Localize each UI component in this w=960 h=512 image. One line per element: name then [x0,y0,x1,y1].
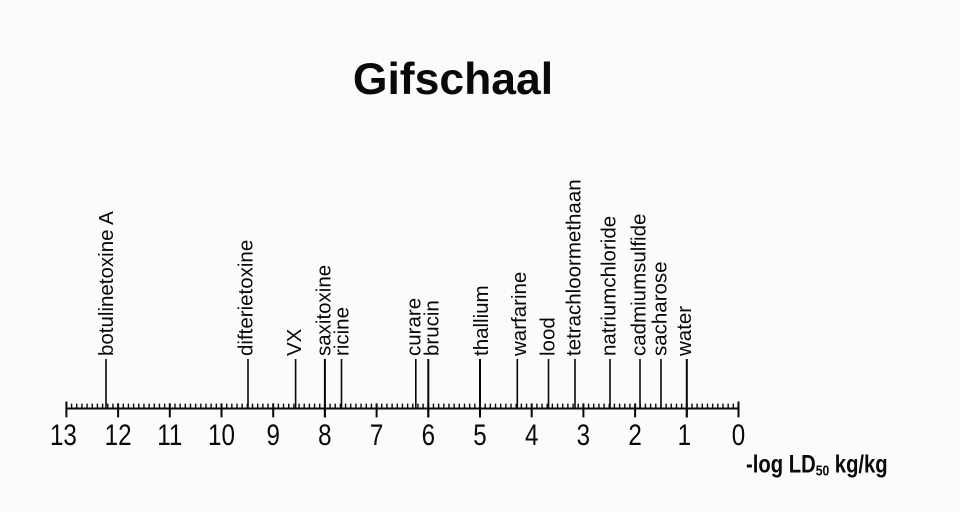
svg-text:Gifschaal: Gifschaal [353,55,553,104]
svg-text:6: 6 [422,419,435,452]
svg-text:12: 12 [105,419,132,452]
svg-text:water: water [673,306,696,357]
svg-text:ricine: ricine [331,307,354,356]
svg-text:thallium: thallium [470,285,493,356]
svg-text:natriumchloride: natriumchloride [598,216,621,356]
svg-text:curare: curare [402,298,425,356]
svg-text:2: 2 [628,419,641,452]
svg-text:4: 4 [525,419,538,452]
svg-text:7: 7 [370,419,383,452]
svg-text:lood: lood [537,317,560,356]
svg-text:8: 8 [318,419,331,452]
svg-text:0: 0 [732,419,745,452]
svg-text:13: 13 [50,419,77,452]
svg-text:5: 5 [473,419,486,452]
svg-text:tetrachloormethaan: tetrachloormethaan [563,179,586,356]
svg-text:VX: VX [283,328,306,356]
svg-text:saxitoxine: saxitoxine [312,265,335,356]
svg-text:9: 9 [266,419,279,452]
svg-text:botulinetoxine A: botulinetoxine A [95,211,118,356]
svg-text:1: 1 [678,419,691,452]
svg-text:difterietoxine: difterietoxine [235,240,258,356]
svg-text:sacharose: sacharose [649,261,672,356]
svg-text:11: 11 [157,419,182,452]
svg-text:cadmiumsulfide: cadmiumsulfide [628,214,651,356]
svg-text:10: 10 [208,419,235,452]
svg-text:3: 3 [577,419,590,452]
svg-text:brucin: brucin [420,300,443,356]
svg-text:-log LD50 kg/kg: -log LD50 kg/kg [746,449,888,479]
svg-text:warfarine: warfarine [508,272,531,357]
